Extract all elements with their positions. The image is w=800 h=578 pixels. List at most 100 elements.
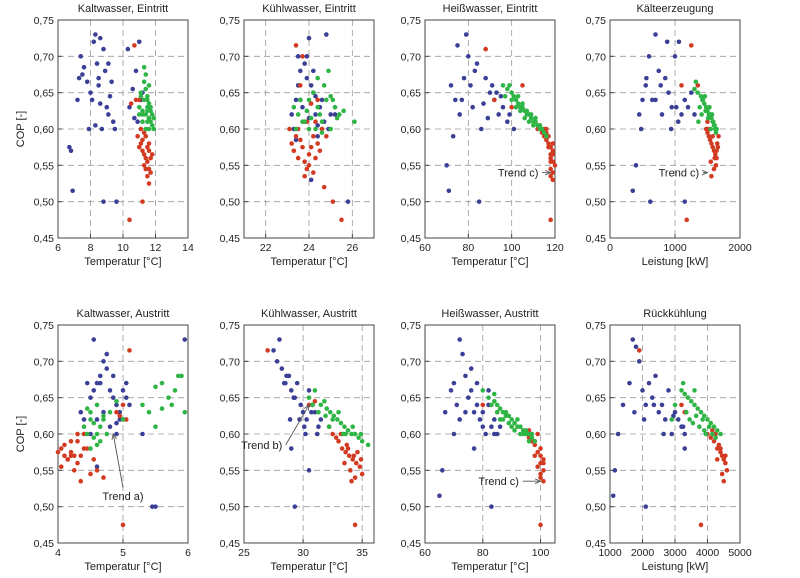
data-point-green xyxy=(328,126,333,132)
data-point-red xyxy=(313,155,318,161)
data-point-red xyxy=(298,137,303,143)
x-tick-label: 60 xyxy=(419,547,431,559)
data-point-green xyxy=(84,431,90,437)
data-point-blue xyxy=(494,90,499,95)
data-point-blue xyxy=(646,54,652,59)
data-point-blue xyxy=(332,112,338,117)
y-tick-label: 0,70 xyxy=(586,356,607,368)
data-point-blue xyxy=(479,126,484,132)
data-point-blue xyxy=(182,337,188,342)
data-point-green xyxy=(143,112,149,117)
data-point-green xyxy=(515,94,521,99)
data-point-blue xyxy=(457,112,462,117)
data-point-red xyxy=(71,468,77,473)
data-point-blue xyxy=(638,126,644,132)
data-point-red xyxy=(346,453,352,459)
data-point-green xyxy=(94,402,100,408)
data-point-green xyxy=(695,406,701,411)
data-point-blue xyxy=(88,395,93,400)
data-point-blue xyxy=(612,468,618,473)
data-point-blue xyxy=(649,97,655,103)
data-point-red xyxy=(350,457,356,462)
data-point-blue xyxy=(675,417,681,422)
data-point-green xyxy=(151,115,157,121)
data-point-blue xyxy=(291,395,296,400)
y-tick-label: 0,75 xyxy=(586,15,607,27)
data-point-blue xyxy=(505,119,510,125)
data-point-blue xyxy=(668,126,674,132)
data-point-green xyxy=(332,104,338,110)
data-point-green xyxy=(492,391,497,397)
data-point-green xyxy=(526,119,532,125)
data-point-red xyxy=(84,446,90,451)
data-point-red xyxy=(94,468,100,473)
data-point-red xyxy=(509,104,514,110)
y-tick-label: 0,55 xyxy=(34,160,55,172)
data-point-red xyxy=(136,97,142,103)
data-point-green xyxy=(500,83,506,88)
data-point-green xyxy=(544,133,549,139)
data-point-red xyxy=(140,137,145,143)
data-point-red xyxy=(535,449,540,455)
data-point-red xyxy=(343,449,348,455)
data-point-green xyxy=(524,108,530,114)
data-point-blue xyxy=(109,79,114,85)
data-point-blue xyxy=(114,431,119,437)
data-point-green xyxy=(350,424,356,430)
data-point-red xyxy=(68,453,74,459)
data-point-green xyxy=(136,112,142,117)
data-point-green xyxy=(696,119,701,125)
data-point-blue xyxy=(615,431,621,437)
data-point-blue xyxy=(451,380,457,386)
chart-title: Kühlwasser, Eintritt xyxy=(262,3,356,15)
data-point-red xyxy=(344,442,350,448)
data-point-green xyxy=(506,420,512,426)
x-tick-label: 60 xyxy=(419,242,431,254)
data-point-red xyxy=(298,83,303,88)
data-point-blue xyxy=(672,54,678,59)
x-axis-label: Temperatur [°C] xyxy=(84,561,161,573)
data-point-red xyxy=(146,148,152,154)
trend-annotation: Trend c) xyxy=(478,476,519,488)
data-point-green xyxy=(140,112,145,117)
data-point-green xyxy=(708,126,714,132)
data-point-blue xyxy=(312,409,318,415)
data-point-green xyxy=(709,115,714,121)
data-point-blue xyxy=(88,90,93,95)
data-point-red xyxy=(312,399,318,404)
data-point-red xyxy=(708,159,714,164)
data-point-blue xyxy=(630,188,636,194)
data-point-blue xyxy=(468,366,474,371)
data-point-green xyxy=(345,428,351,433)
data-point-green xyxy=(326,68,331,74)
data-point-blue xyxy=(636,359,642,364)
data-point-green xyxy=(711,119,716,125)
data-point-green xyxy=(327,409,333,415)
y-tick-label: 0,60 xyxy=(34,124,55,136)
data-point-red xyxy=(715,144,721,150)
data-point-green xyxy=(700,97,706,103)
data-point-green xyxy=(533,115,538,121)
data-point-blue xyxy=(277,337,282,342)
data-point-green xyxy=(713,130,719,135)
data-point-blue xyxy=(486,388,491,393)
data-point-red xyxy=(532,442,538,448)
data-point-blue xyxy=(470,104,475,110)
data-point-green xyxy=(688,399,694,404)
y-tick-label: 0,75 xyxy=(401,15,422,27)
trend-annotation: Trend a) xyxy=(102,491,143,503)
data-point-green xyxy=(684,409,689,415)
data-point-green xyxy=(709,112,715,117)
y-tick-label: 0,45 xyxy=(220,538,241,550)
data-point-blue xyxy=(86,126,92,132)
data-point-blue xyxy=(68,148,74,154)
data-point-blue xyxy=(688,90,694,95)
data-point-blue xyxy=(298,68,303,74)
data-point-blue xyxy=(483,75,488,81)
data-point-green xyxy=(509,97,514,103)
data-point-green xyxy=(701,428,707,433)
data-point-blue xyxy=(89,97,95,103)
data-point-green xyxy=(159,380,165,386)
data-point-blue xyxy=(664,39,670,45)
data-point-green xyxy=(692,402,697,408)
